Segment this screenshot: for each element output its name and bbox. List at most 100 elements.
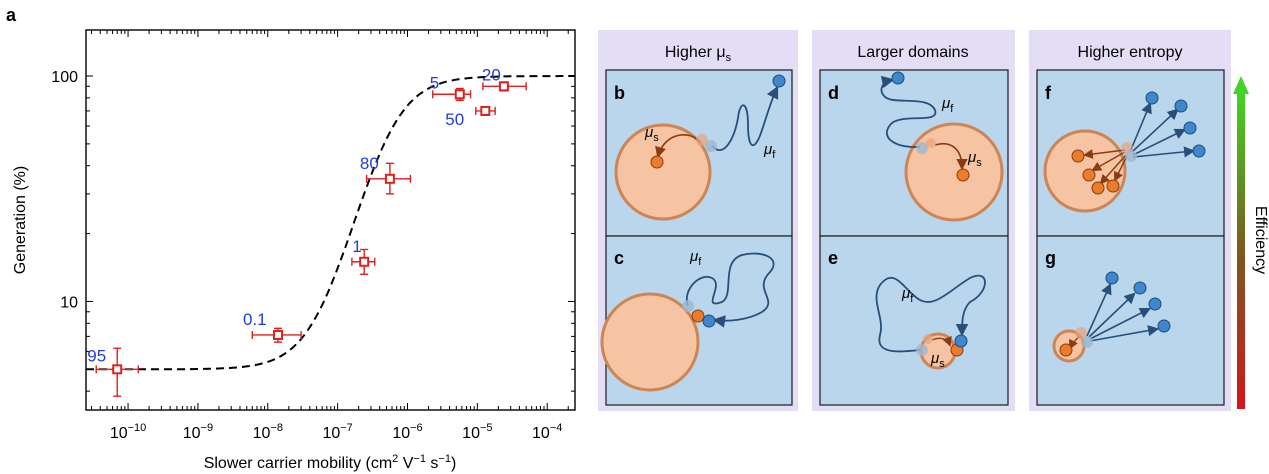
efficiency-arrow bbox=[1233, 76, 1249, 409]
efficiency-label: Efficiency bbox=[1252, 206, 1269, 274]
slow-carrier-d bbox=[956, 168, 970, 182]
x-tick-label-2: 10−8 bbox=[253, 422, 283, 442]
fast-carrier-c bbox=[702, 314, 716, 328]
slow-path-e bbox=[931, 335, 952, 347]
x-axis-label: Slower carrier mobility (cm2 V−1 s−1) bbox=[204, 453, 457, 472]
mu-s-label-d: μs bbox=[967, 149, 982, 169]
y-axis-ticks: 10 100 bbox=[51, 69, 575, 392]
fast-carrier-f-2 bbox=[1174, 99, 1188, 113]
fast-path-b bbox=[711, 85, 779, 151]
fast-carrier-e bbox=[954, 334, 968, 348]
cell-e bbox=[819, 235, 1009, 406]
exciton-g-2 bbox=[1081, 336, 1093, 348]
slow-carrier-f-2 bbox=[1082, 168, 1096, 182]
x-tick-label-0: 10−10 bbox=[110, 422, 146, 442]
data-marker bbox=[272, 329, 283, 340]
scene-e: μf μs bbox=[875, 274, 986, 370]
slow-carrier-f-3 bbox=[1091, 181, 1105, 195]
x-tick-label-4: 10−6 bbox=[392, 422, 422, 442]
data-points: 95 0.1 1 80 5 50 20 bbox=[87, 65, 527, 397]
scene-b: μs μf bbox=[614, 74, 786, 221]
data-point-80: 80 bbox=[360, 154, 412, 195]
exciton-e-1 bbox=[916, 344, 928, 356]
domain-d bbox=[904, 122, 1004, 222]
fast-carrier-f-1 bbox=[1145, 91, 1159, 105]
fit-curve bbox=[86, 75, 575, 371]
panel-label-f: f bbox=[1045, 83, 1052, 103]
panel-label-g: g bbox=[1045, 248, 1056, 268]
exciton-f-2 bbox=[1125, 150, 1137, 162]
fast-carrier-g-4 bbox=[1157, 319, 1171, 333]
point-label-20: 20 bbox=[482, 65, 501, 84]
y-tick-label-0: 10 bbox=[60, 294, 78, 311]
data-point-5: 5 bbox=[430, 73, 472, 102]
cell-g bbox=[1036, 235, 1225, 406]
slow-path-d bbox=[934, 143, 968, 171]
data-marker bbox=[359, 256, 370, 267]
slow-carrier-g bbox=[1059, 343, 1073, 357]
domain-c bbox=[600, 292, 700, 392]
mu-s-label-e: μs bbox=[930, 350, 945, 370]
point-label-80: 80 bbox=[360, 154, 379, 173]
column-3-header: Higher entropy bbox=[1078, 44, 1183, 61]
domain-b bbox=[614, 123, 712, 221]
exciton-d-1 bbox=[916, 142, 928, 154]
scene-c: μf bbox=[600, 248, 775, 392]
panel-label-b: b bbox=[614, 83, 625, 103]
slow-carrier-c bbox=[691, 309, 705, 323]
fast-carrier-b bbox=[772, 74, 786, 88]
column-1-header: Higher μs bbox=[665, 44, 732, 64]
data-point-20: 20 bbox=[482, 65, 527, 92]
mu-f-label-c: μf bbox=[689, 248, 702, 268]
fast-carrier-g-1 bbox=[1105, 271, 1119, 285]
fast-carrier-d bbox=[891, 71, 905, 85]
data-marker bbox=[112, 364, 123, 375]
point-label-50: 50 bbox=[445, 110, 464, 129]
fast-path-c bbox=[685, 252, 775, 328]
exciton-e-2 bbox=[923, 334, 933, 344]
point-label-5: 5 bbox=[430, 73, 439, 92]
mu-s-label-b: μs bbox=[644, 124, 659, 144]
mu-f-label-b: μf bbox=[763, 141, 776, 161]
slow-carrier-b bbox=[650, 155, 664, 169]
exciton-b-2 bbox=[705, 140, 717, 152]
fast-arrows-g bbox=[1086, 282, 1160, 342]
scene-f bbox=[1043, 91, 1206, 213]
slow-arrows-f bbox=[1083, 149, 1128, 185]
panel-label-e: e bbox=[828, 248, 838, 268]
point-label-95: 95 bbox=[87, 346, 106, 365]
data-marker bbox=[384, 173, 395, 184]
data-marker bbox=[454, 89, 465, 100]
column-2-header: Larger domains bbox=[857, 44, 968, 61]
exciton-b-1 bbox=[696, 134, 708, 146]
data-marker bbox=[498, 81, 509, 92]
x-axis-ticks: 10−10 10−9 10−8 10−7 10−6 10−5 10−4 bbox=[91, 30, 569, 442]
exciton-c bbox=[682, 300, 694, 312]
x-tick-label-6: 10−4 bbox=[532, 422, 562, 442]
scene-d: μf μs bbox=[880, 71, 1004, 222]
point-label-0.1: 0.1 bbox=[243, 310, 267, 329]
chart-a: 10−10 10−9 10−8 10−7 10−6 10−5 10−4 10 100 95 0.… bbox=[12, 29, 576, 472]
mu-f-label-d: μf bbox=[941, 95, 954, 115]
exciton-g-1 bbox=[1075, 327, 1087, 339]
x-tick-label-1: 10−9 bbox=[183, 422, 213, 442]
fast-path-e bbox=[875, 274, 986, 353]
panel-label-c: c bbox=[614, 248, 624, 268]
fast-carrier-g-2 bbox=[1133, 281, 1147, 295]
data-point-95: 95 bbox=[87, 346, 139, 397]
data-point-0.1: 0.1 bbox=[243, 310, 302, 343]
panel-label-a: a bbox=[6, 5, 17, 25]
schematic: Higher μs Larger domains Higher entropy … bbox=[598, 30, 1269, 411]
data-marker bbox=[480, 105, 491, 116]
fast-carrier-f-4 bbox=[1192, 144, 1206, 158]
mu-f-label-e: μf bbox=[901, 285, 914, 305]
data-point-1: 1 bbox=[351, 237, 376, 275]
y-axis-label: Generation (%) bbox=[12, 166, 29, 275]
y-tick-label-1: 100 bbox=[51, 69, 78, 86]
fast-carrier-g-3 bbox=[1148, 297, 1162, 311]
point-label-1: 1 bbox=[352, 237, 361, 256]
x-tick-label-3: 10−7 bbox=[322, 422, 352, 442]
slow-carrier-f-1 bbox=[1071, 149, 1085, 163]
data-point-50: 50 bbox=[445, 105, 496, 129]
